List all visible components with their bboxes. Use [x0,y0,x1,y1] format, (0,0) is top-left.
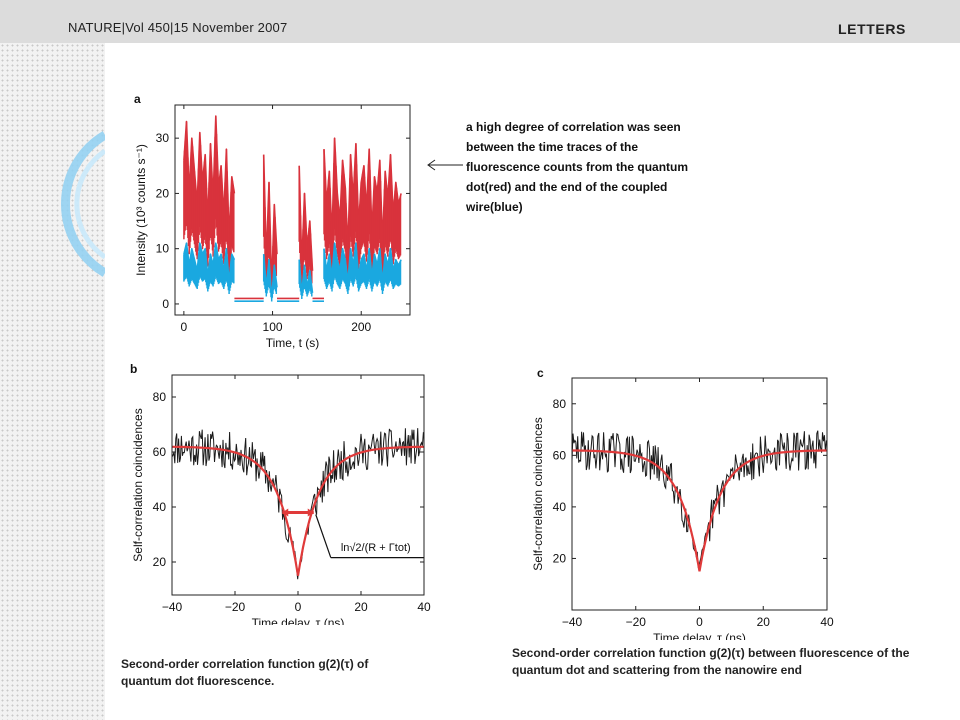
x-tick-label: 200 [351,320,371,334]
x-tick-label: 0 [295,600,302,614]
decorative-ring-icon [61,131,105,277]
left-arrow-icon [427,159,463,171]
y-tick-label: 20 [153,555,167,569]
y-axis-label: Self-correlation coincidences [131,408,145,561]
y-tick-label: 40 [153,500,167,514]
fit-curve [172,445,424,576]
panel-label-b: b [130,362,138,376]
plot-frame [174,104,411,316]
plot-frame [171,374,425,596]
y-tick-label: 30 [156,131,170,145]
y-tick-label: 80 [553,397,567,411]
y-axis-label: Intensity (10³ counts s⁻¹) [134,144,148,276]
y-tick-label: 20 [553,551,567,565]
x-tick-label: 0 [181,320,188,334]
x-tick-label: −40 [562,615,583,629]
chart-c-cross-correlation: −40 −20 0 20 40 20 40 60 80 Time delay, τ (ns) Sel… [531,377,834,640]
x-axis-label: Time, t (s) [266,336,320,350]
y-axis-label: Self-correlation coincidences [531,417,545,570]
width-marker-arrow-right [307,508,314,517]
x-tick-label: 20 [757,615,771,629]
x-tick-label: 100 [263,320,283,334]
caption-panel-c: Second-order correlation function g(2)(τ… [512,646,910,677]
decorative-dot-pattern [0,43,105,720]
y-tick-label: 0 [162,297,169,311]
y-tick-label: 80 [153,390,167,404]
plot-frame [571,377,828,611]
coincidence-data-trace [171,428,424,580]
journal-header [0,0,960,43]
panel-label-a: a [134,92,141,106]
x-tick-label: −40 [162,600,183,614]
chart-b-self-correlation: ln√2/(R + Γtot) −40 −20 0 20 40 20 40 60 80 Time d… [131,374,431,625]
x-tick-label: 20 [354,600,368,614]
y-tick-label: 10 [156,242,170,256]
annotation-leader [315,514,332,558]
x-axis-label: Time delay, τ (ns) [653,631,746,640]
annotation-formula: ln√2/(R + Γtot) [341,542,411,554]
section-title: LETTERS [838,21,906,37]
y-tick-label: 40 [553,500,567,514]
x-axis-label: Time delay, τ (ns) [252,616,345,625]
y-tick-label: 60 [553,448,567,462]
panel-label-c: c [537,366,544,380]
correlation-annotation: a high degree of correlation was seen be… [466,120,689,214]
x-tick-label: −20 [626,615,647,629]
x-tick-label: −20 [225,600,246,614]
y-tick-label: 20 [156,186,170,200]
y-tick-label: 60 [153,445,167,459]
journal-citation: NATURE|Vol 450|15 November 2007 [68,20,288,35]
x-tick-label: 40 [820,615,834,629]
fit-curve [571,449,828,572]
caption-panel-b: Second-order correlation function g(2)(τ… [121,657,369,688]
x-tick-label: 40 [417,600,431,614]
chart-a-intensity-trace: 0 100 200 0 10 20 30 Time, t (s) Intensity (10³ … [134,104,411,350]
width-marker-arrow-left [282,508,289,517]
x-tick-label: 0 [696,615,703,629]
